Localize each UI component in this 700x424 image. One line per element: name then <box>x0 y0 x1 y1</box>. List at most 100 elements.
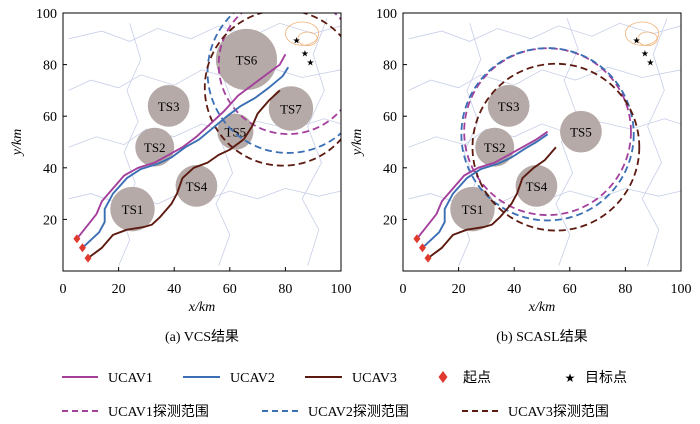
start-diamond-icon <box>438 371 448 383</box>
legend-item-ucav2: UCAV2 <box>183 371 275 386</box>
y-tick-label-20: 20 <box>43 213 57 228</box>
legend-label-ucav2-range: UCAV2探测范围 <box>308 403 409 420</box>
target-star-icon: ★ <box>565 371 576 385</box>
x-axis-label: x/km <box>188 300 215 315</box>
y-tick-label-40: 40 <box>43 162 57 177</box>
legend-item-ucav2-range: UCAV2探测范围 <box>262 403 409 420</box>
x-tick-label-100: 100 <box>671 282 692 297</box>
legend-item-ucav1-range: UCAV1探测范围 <box>62 403 209 420</box>
threat-ts3 <box>487 85 530 127</box>
legend-item-ucav3: UCAV3 <box>305 371 397 386</box>
terrain-contour-4 <box>458 23 482 266</box>
terrain-contour-4 <box>118 23 142 266</box>
threat-ts5 <box>560 110 602 153</box>
path-ucav2 <box>81 66 290 249</box>
target-star-icon-3: ★ <box>646 58 654 68</box>
target-star-icon-1: ★ <box>292 36 300 46</box>
y-tick-label-20: 20 <box>383 213 397 228</box>
threat-label-ts3: TS3 <box>498 99 520 114</box>
path-ucav2 <box>421 133 549 249</box>
x-axis-label: x/km <box>528 300 555 315</box>
target-star-icon-2: ★ <box>301 48 309 58</box>
x-tick-label-0: 0 <box>400 282 407 297</box>
threat-label-ts5: TS5 <box>570 125 592 140</box>
threat-ts6 <box>215 28 278 91</box>
detection-range-ucav2 <box>206 13 341 154</box>
axes-frame <box>62 12 342 272</box>
target-star-icon-1: ★ <box>632 36 640 46</box>
terrain-contour-6 <box>301 18 328 266</box>
x-tick-label-60: 60 <box>563 282 577 297</box>
y-axis-label: y/km <box>10 129 25 157</box>
y-tick-label-60: 60 <box>43 110 57 125</box>
y-tick-label-40: 40 <box>383 162 397 177</box>
threat-ts1 <box>450 186 495 232</box>
threat-label-ts2: TS2 <box>144 140 166 155</box>
threat-label-ts7: TS7 <box>280 101 302 116</box>
threat-label-ts6: TS6 <box>236 52 258 67</box>
target-star-icon-3: ★ <box>306 58 314 68</box>
detection-range-ucav2 <box>460 47 635 222</box>
threat-ts7 <box>268 86 314 131</box>
y-tick-label-100: 100 <box>36 7 57 22</box>
legend-label-start: 起点 <box>463 370 491 386</box>
legend-item-ucav1: UCAV1 <box>62 371 153 386</box>
legend-label-ucav1-range: UCAV1探测范围 <box>108 403 209 420</box>
legend-label-ucav3-range: UCAV3探测范围 <box>508 403 609 420</box>
detection-range-ucav3 <box>203 13 341 167</box>
start-diamond-icon-3 <box>84 253 92 263</box>
threat-ts3 <box>147 85 190 127</box>
legend: UCAV1 UCAV2 UCAV3 起点 ★ 目标点 UCAV1探测范围 UCA… <box>62 370 627 420</box>
caption-a: (a) VCS结果 <box>165 329 239 345</box>
legend-item-ucav3-range: UCAV3探测范围 <box>462 403 609 420</box>
x-tick-label-80: 80 <box>278 282 292 297</box>
terrain-contour-3 <box>68 22 341 42</box>
detection-range-ucav1 <box>463 47 632 216</box>
legend-item-start: 起点 <box>438 370 491 386</box>
axes-frame <box>402 12 682 272</box>
terrain-contour-6 <box>641 18 668 266</box>
terrain-contour-2 <box>408 66 681 91</box>
terrain-contour-warm-1 <box>637 31 658 47</box>
legend-label-ucav3: UCAV3 <box>352 371 397 386</box>
terrain-contour-3 <box>408 22 681 42</box>
y-tick-label-80: 80 <box>43 59 57 74</box>
x-tick-label-100: 100 <box>331 282 352 297</box>
threat-label-ts2: TS2 <box>484 140 506 155</box>
path-ucav1 <box>416 130 549 240</box>
y-tick-label-80: 80 <box>383 59 397 74</box>
terrain-contour-warm-0 <box>284 21 320 46</box>
legend-item-target: ★ 目标点 <box>565 370 627 386</box>
terrain-contour-1 <box>408 118 681 148</box>
threat-label-ts4: TS4 <box>526 179 548 194</box>
terrain-contour-5 <box>555 18 579 266</box>
terrain-contour-warm-0 <box>625 21 660 46</box>
legend-label-ucav1: UCAV1 <box>108 371 153 386</box>
threat-label-ts1: TS1 <box>462 202 484 217</box>
detection-range-ucav3 <box>471 62 641 232</box>
y-axis-label: y/km <box>350 129 365 157</box>
caption-b: (b) SCASL结果 <box>496 329 587 345</box>
y-tick-label-60: 60 <box>383 110 397 125</box>
x-tick-label-80: 80 <box>618 282 632 297</box>
x-tick-label-40: 40 <box>507 282 521 297</box>
start-diamond-icon-2 <box>78 243 86 253</box>
x-tick-label-20: 20 <box>112 282 126 297</box>
x-tick-label-20: 20 <box>452 282 466 297</box>
path-ucav3 <box>427 146 557 259</box>
legend-label-target: 目标点 <box>585 370 627 386</box>
x-tick-label-40: 40 <box>167 282 181 297</box>
legend-label-ucav2: UCAV2 <box>230 371 275 386</box>
x-tick-label-0: 0 <box>60 282 67 297</box>
x-tick-label-60: 60 <box>223 282 237 297</box>
threat-ts5 <box>217 113 254 150</box>
terrain-contour-warm-1 <box>297 31 318 47</box>
start-diamond-icon-3 <box>424 253 432 263</box>
threat-label-ts4: TS4 <box>186 179 208 194</box>
threat-ts1 <box>110 186 155 232</box>
target-star-icon-2: ★ <box>641 48 649 58</box>
